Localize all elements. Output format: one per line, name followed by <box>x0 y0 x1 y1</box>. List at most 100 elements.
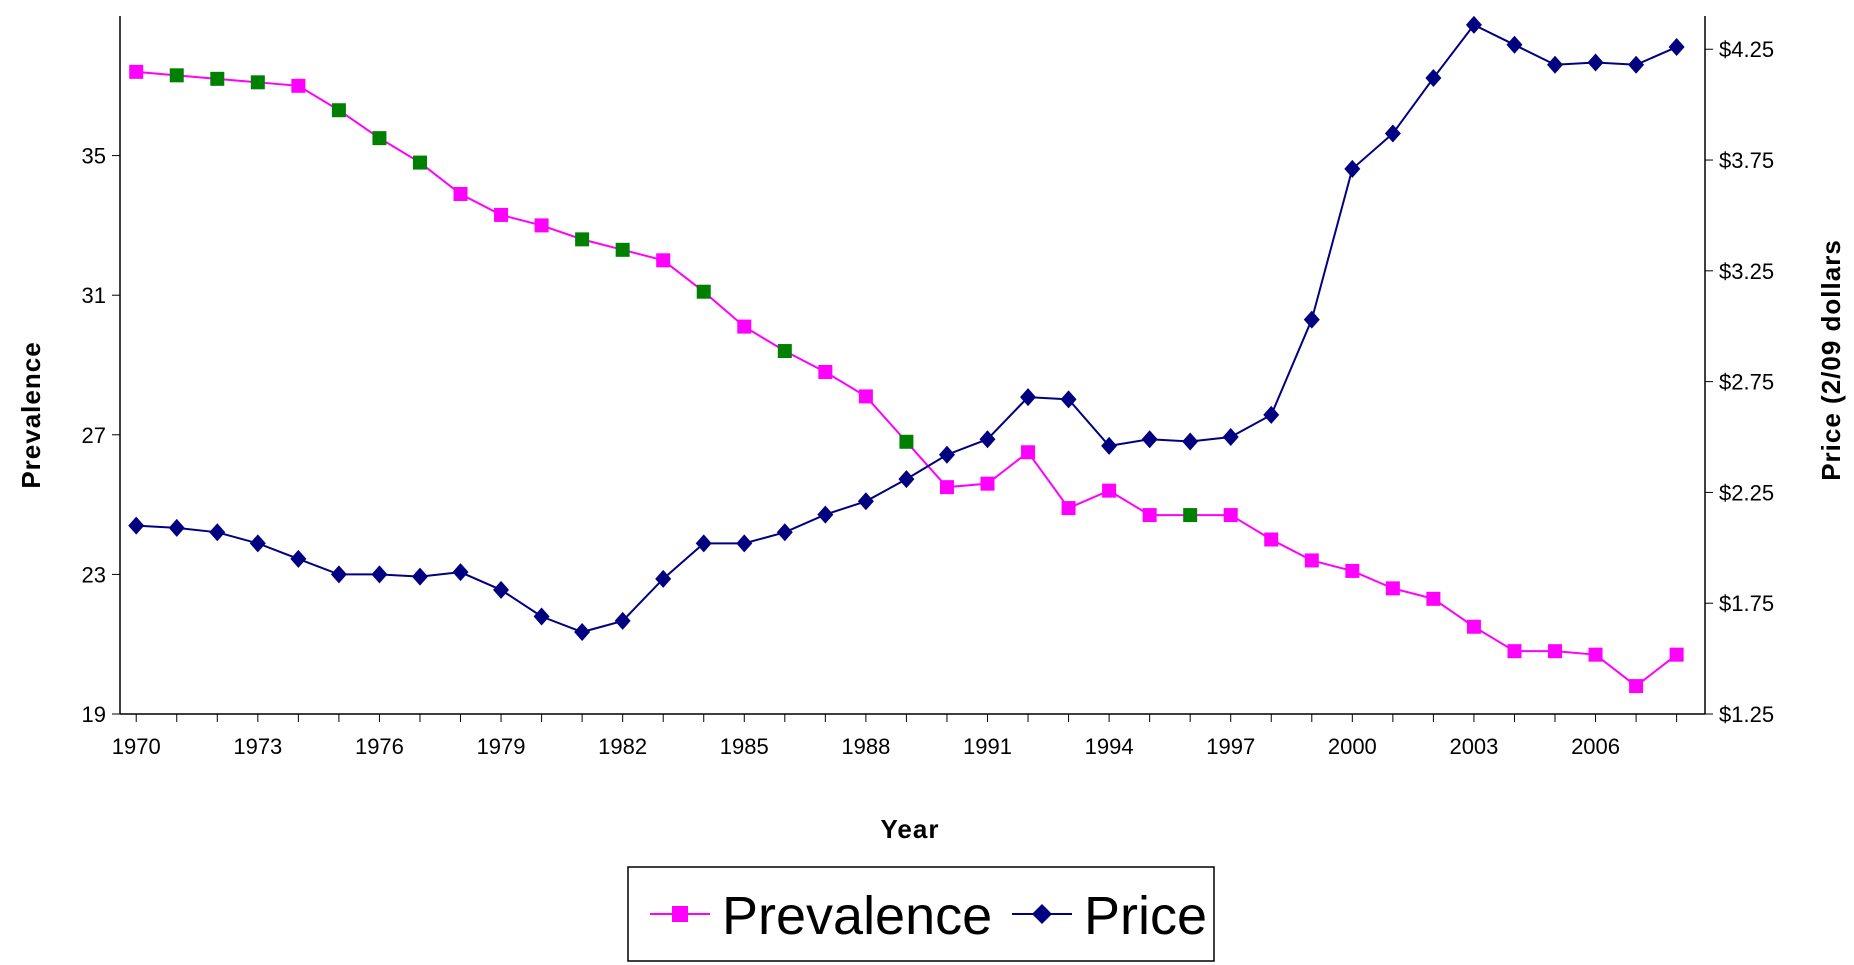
prevalence-point <box>616 243 630 257</box>
prevalence-point <box>859 389 873 403</box>
price-point <box>696 534 712 552</box>
x-tick-label: 1970 <box>112 734 161 759</box>
left-y-tick-label: 27 <box>82 423 106 448</box>
price-point <box>1344 160 1360 178</box>
prevalence-point <box>1426 592 1440 606</box>
price-point <box>453 563 469 581</box>
right-y-tick-label: $1.25 <box>1719 702 1774 727</box>
prevalence-point <box>1183 508 1197 522</box>
right-y-tick-label: $2.25 <box>1719 480 1774 505</box>
prevalence-point <box>1224 508 1238 522</box>
price-point <box>1263 406 1279 424</box>
price-point <box>1669 38 1685 56</box>
prevalence-point <box>737 320 751 334</box>
price-point <box>898 470 914 488</box>
prevalence-point <box>656 253 670 267</box>
prevalence-point <box>332 103 346 117</box>
price-point <box>1628 56 1644 74</box>
prevalence-point <box>1062 501 1076 515</box>
prevalence-point <box>1102 484 1116 498</box>
x-tick-label: 1979 <box>477 734 526 759</box>
legend-prevalence-marker <box>672 906 688 922</box>
price-point <box>1142 430 1158 448</box>
prevalence-point <box>210 72 224 86</box>
prevalence-point <box>1548 644 1562 658</box>
x-tick-label: 2000 <box>1328 734 1377 759</box>
x-tick-label: 1994 <box>1085 734 1134 759</box>
right-y-tick-label: $1.75 <box>1719 591 1774 616</box>
price-point <box>493 581 509 599</box>
prevalence-point <box>1507 644 1521 658</box>
right-y-tick-label: $3.75 <box>1719 148 1774 173</box>
x-tick-label: 1985 <box>720 734 769 759</box>
price-point <box>169 519 185 537</box>
price-point <box>939 446 955 464</box>
prevalence-point <box>494 208 508 222</box>
prevalence-point <box>1305 553 1319 567</box>
prevalence-point <box>818 365 832 379</box>
price-point <box>128 517 144 535</box>
left-y-tick-label: 23 <box>82 562 106 587</box>
x-tick-label: 1988 <box>841 734 890 759</box>
right-y-axis-title: Price (2/09 dollars <box>1816 239 1846 481</box>
chart-axes <box>120 16 1705 714</box>
prevalence-point <box>697 285 711 299</box>
prevalence-point <box>372 131 386 145</box>
x-tick-label: 1976 <box>355 734 404 759</box>
prevalence-point <box>940 480 954 494</box>
prevalence-point <box>575 232 589 246</box>
price-point <box>1304 311 1320 329</box>
x-tick-label: 1973 <box>233 734 282 759</box>
x-axis-ticks: 1970 1973 1976 1979 1982 1985 1988 1991 1994 1997… <box>112 714 1677 759</box>
price-point <box>1223 428 1239 446</box>
series-layer <box>128 16 1684 693</box>
prevalence-point <box>291 79 305 93</box>
price-point <box>412 568 428 586</box>
prevalence-point <box>1467 620 1481 634</box>
prevalence-point <box>170 68 184 82</box>
price-point <box>331 565 347 583</box>
prevalence-point <box>1386 581 1400 595</box>
legend: Prevalence Price <box>628 867 1214 961</box>
prevalence-point <box>899 435 913 449</box>
prevalence-point <box>1021 445 1035 459</box>
series-line-price <box>136 25 1676 632</box>
price-point <box>858 492 874 510</box>
price-point <box>209 523 225 541</box>
price-point <box>1506 36 1522 54</box>
price-point <box>290 550 306 568</box>
price-point <box>777 523 793 541</box>
prevalence-point <box>1345 564 1359 578</box>
prevalence-point <box>1264 533 1278 547</box>
left-y-tick-label: 19 <box>82 702 106 727</box>
legend-prevalence-label: Prevalence <box>722 886 992 946</box>
x-tick-label: 1982 <box>598 734 647 759</box>
left-y-tick-label: 35 <box>82 144 106 169</box>
right-y-axis-ticks: $1.25 $1.75 $2.25 $2.75 $3.25 $3.75 $4.25 <box>1705 37 1774 727</box>
price-point <box>371 565 387 583</box>
price-point <box>1547 56 1563 74</box>
series-line-prevalence <box>136 72 1676 686</box>
prevalence-point <box>980 477 994 491</box>
price-point <box>1182 432 1198 450</box>
prevalence-point <box>454 187 468 201</box>
price-point <box>1588 54 1604 72</box>
price-point <box>534 608 550 626</box>
prevalence-point <box>535 218 549 232</box>
right-y-tick-label: $4.25 <box>1719 37 1774 62</box>
left-y-axis-title: Prevalence <box>16 341 46 488</box>
prevalence-point <box>413 156 427 170</box>
price-point <box>736 534 752 552</box>
x-axis-title: Year <box>881 814 940 844</box>
x-tick-label: 2006 <box>1571 734 1620 759</box>
prevalence-point <box>1629 679 1643 693</box>
prevalence-point <box>1589 648 1603 662</box>
x-tick-label: 1997 <box>1206 734 1255 759</box>
left-y-axis-ticks: 19 23 27 31 35 <box>82 144 120 727</box>
price-point <box>574 623 590 641</box>
price-point <box>817 506 833 524</box>
x-tick-label: 2003 <box>1449 734 1498 759</box>
x-tick-label: 1991 <box>963 734 1012 759</box>
prevalence-point <box>251 75 265 89</box>
price-point <box>250 534 266 552</box>
